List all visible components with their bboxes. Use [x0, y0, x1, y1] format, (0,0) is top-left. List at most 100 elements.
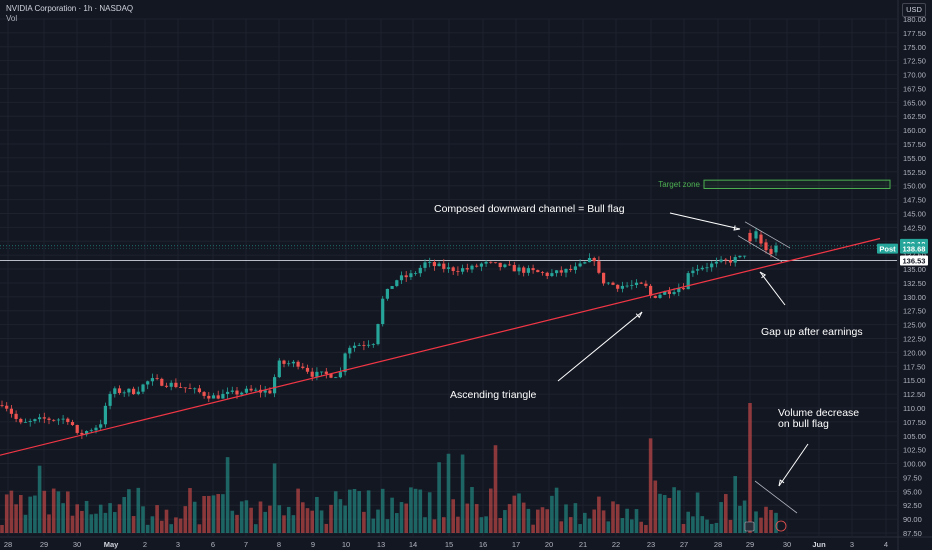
volume-bar: [188, 488, 192, 533]
volume-indicator-label[interactable]: Vol: [6, 14, 18, 23]
x-tick-label: 27: [680, 540, 688, 549]
candle-body: [681, 288, 686, 290]
candle-body: [202, 392, 206, 396]
volume-bar: [14, 504, 18, 533]
symbol-title[interactable]: NVIDIA Corporation · 1h · NASDAQ: [6, 4, 134, 13]
x-tick-label: 30: [783, 540, 791, 549]
bull-flag-arrow-head: [733, 225, 741, 231]
volume-bar: [413, 488, 418, 533]
volume-bar: [329, 504, 333, 533]
volume-bar: [634, 509, 639, 533]
volume-bar: [559, 521, 564, 533]
x-tick-label: 10: [342, 540, 350, 549]
volume-bar: [658, 493, 662, 533]
volume-bar: [310, 510, 314, 533]
currency-button[interactable]: USD: [902, 3, 926, 17]
candle-body: [146, 381, 150, 385]
volume-bar: [465, 503, 470, 533]
volume-bar: [75, 504, 79, 533]
candle-body: [479, 263, 483, 267]
volume-bar: [738, 505, 742, 533]
volume-bar: [446, 453, 451, 533]
volume-bar: [160, 520, 164, 533]
volume-bar: [380, 488, 385, 533]
volume-bar: [423, 517, 427, 533]
volume-bar: [597, 496, 601, 533]
y-tick-label: 152.50: [903, 168, 926, 177]
candle-body: [451, 267, 455, 272]
candle-body: [404, 275, 408, 278]
candle-body: [164, 385, 169, 387]
volume-bar: [390, 497, 394, 533]
volume-bar: [362, 511, 366, 533]
x-tick-label: 6: [211, 540, 215, 549]
candle-body: [315, 371, 319, 377]
volume-bar: [33, 495, 37, 533]
dividend-icon: [775, 520, 787, 532]
volume-bar: [418, 489, 423, 533]
candle-body: [649, 285, 653, 296]
candle-body: [188, 388, 192, 389]
volume-bar: [550, 495, 554, 533]
x-tick-label: 22: [612, 540, 620, 549]
volume-annotation-line1: Volume decrease: [778, 407, 859, 419]
x-tick-label: 3: [850, 540, 854, 549]
candle-body: [268, 390, 272, 394]
volume-bar: [536, 509, 540, 533]
candle-body: [653, 295, 657, 298]
volume-bar: [554, 487, 559, 533]
candle-body: [263, 390, 267, 393]
candle-body: [573, 266, 577, 270]
x-tick-label: 16: [479, 540, 487, 549]
y-tick-label: 130.00: [903, 293, 926, 302]
volume-bar: [263, 511, 267, 533]
volume-bar: [460, 454, 465, 533]
y-tick-label: 165.00: [903, 98, 926, 107]
candle-body: [559, 270, 563, 273]
volume-bar: [705, 519, 709, 533]
candle-body: [183, 387, 187, 389]
volume-bar: [207, 495, 211, 533]
y-tick-label: 125.00: [903, 321, 926, 330]
volume-bar: [512, 495, 517, 533]
volume-bar: [352, 488, 357, 533]
candle-body: [0, 405, 4, 406]
x-tick-label: 7: [244, 540, 248, 549]
candle-body: [414, 273, 418, 275]
volume-bar: [47, 514, 51, 533]
volume-bar: [531, 524, 535, 533]
candle-body: [733, 257, 737, 263]
volume-bar: [301, 502, 305, 533]
candle-body: [310, 371, 314, 377]
candle-body: [774, 245, 778, 253]
candle-body: [338, 372, 342, 378]
candle-body: [42, 417, 46, 419]
candle-body: [132, 388, 136, 395]
candle-body: [113, 388, 117, 394]
candle-body: [334, 377, 338, 379]
candle-body: [399, 275, 404, 281]
candle-body: [75, 424, 79, 433]
volume-bar: [122, 496, 126, 533]
volume-bar: [630, 519, 634, 533]
volume-bar: [371, 518, 376, 533]
volume-bar: [507, 504, 512, 533]
candle-body: [169, 382, 173, 387]
y-tick-label: 115.00: [903, 376, 925, 385]
triangle-annotation: Ascending triangle: [450, 389, 537, 401]
volume-bar: [526, 508, 531, 533]
volume-bar: [291, 515, 296, 533]
volume-bar: [672, 487, 676, 533]
y-tick-label: 132.50: [903, 279, 926, 288]
volume-bar: [28, 496, 32, 533]
volume-bar: [686, 511, 690, 533]
volume-bar: [470, 487, 474, 533]
y-tick-label: 177.50: [903, 29, 926, 38]
volume-bar: [348, 489, 352, 533]
candle-body: [320, 371, 324, 373]
candle-body: [644, 283, 648, 286]
volume-bar: [127, 489, 131, 533]
volume-bar: [719, 502, 723, 533]
x-tick-label: 23: [647, 540, 655, 549]
